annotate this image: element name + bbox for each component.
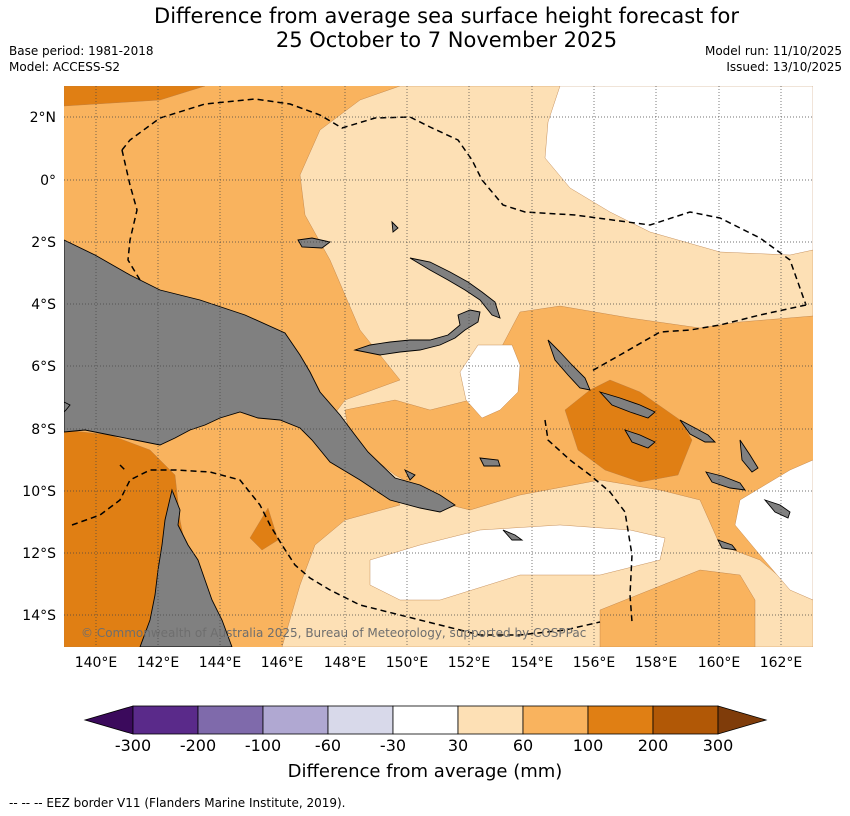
colorbar-title: Difference from average (mm) bbox=[287, 761, 563, 782]
colorbar-tick-label: 300 bbox=[702, 736, 734, 755]
lon-tick-label: 158°E bbox=[635, 655, 678, 671]
map-panel[interactable]: © Commonwealth of Australia 2025, Bureau… bbox=[64, 86, 813, 647]
lat-tick-labels: 2°N 0° 2°S 4°S 6°S 8°S 10°S 12°S 14°S bbox=[22, 110, 56, 624]
lon-tick-label: 154°E bbox=[511, 655, 554, 671]
lat-tick-label: 2°S bbox=[31, 235, 56, 251]
title-line-1: Difference from average sea surface heig… bbox=[154, 4, 739, 28]
neutral-region-southeast bbox=[734, 459, 813, 601]
colorbar-tick-label: -60 bbox=[314, 736, 342, 755]
colorbar-segment bbox=[652, 705, 719, 735]
lon-tick-label: 150°E bbox=[386, 655, 429, 671]
colorbar-segment bbox=[197, 705, 264, 735]
dentrecasteaux-land bbox=[479, 457, 501, 467]
makira-land bbox=[705, 471, 746, 491]
new-ireland-land bbox=[409, 257, 501, 319]
meta-right: Model run: 11/10/2025 Issued: 13/10/2025 bbox=[705, 43, 842, 75]
lat-tick-label: 8°S bbox=[31, 422, 56, 438]
louisiade-land bbox=[502, 529, 524, 541]
neutral-region-east bbox=[544, 86, 813, 256]
lat-tick-label: 12°S bbox=[22, 546, 56, 562]
vanuatu-north-land bbox=[739, 439, 759, 473]
anomaly-60-100-south-band bbox=[599, 569, 756, 647]
colorbar-tick-label: -30 bbox=[379, 736, 407, 755]
colorbar-segment bbox=[132, 705, 199, 735]
colorbar-segment bbox=[457, 705, 524, 735]
land-masses bbox=[64, 220, 791, 647]
colorbar-extend-min bbox=[83, 705, 134, 735]
colorbar-tick-label: 60 bbox=[512, 736, 534, 755]
colorbar-tick-label: 30 bbox=[447, 736, 469, 755]
map-title: Difference from average sea surface heig… bbox=[0, 4, 850, 52]
copyright-notice: © Commonwealth of Australia 2025, Bureau… bbox=[81, 626, 586, 640]
lon-tick-label: 142°E bbox=[137, 655, 180, 671]
meta-left: Base period: 1981-2018 Model: ACCESS-S2 bbox=[9, 43, 154, 75]
neutral-region-south bbox=[369, 524, 666, 601]
lon-tick-labels: 140°E 142°E 144°E 146°E 148°E 150°E 152°… bbox=[75, 655, 803, 671]
lat-tick-label: 2°N bbox=[30, 110, 56, 126]
colorbar-segment bbox=[587, 705, 654, 735]
model-name: Model: ACCESS-S2 bbox=[9, 60, 121, 74]
colorbar bbox=[83, 705, 768, 735]
manus-island-land bbox=[297, 237, 332, 249]
title-line-2: 25 October to 7 November 2025 bbox=[275, 28, 618, 52]
neutral-region-central bbox=[459, 344, 521, 419]
bougainville-land bbox=[547, 339, 591, 391]
new-guinea-land bbox=[64, 239, 456, 513]
colorbar-tick-label: 100 bbox=[572, 736, 604, 755]
lon-tick-label: 152°E bbox=[448, 655, 491, 671]
solomon-islands-land bbox=[598, 391, 656, 419]
lon-tick-label: 148°E bbox=[324, 655, 367, 671]
model-run: Model run: 11/10/2025 bbox=[704, 44, 842, 58]
colorbar-segment bbox=[262, 705, 329, 735]
west-papua-island-land bbox=[64, 401, 71, 413]
trobriand-land bbox=[403, 468, 416, 481]
issued-date: Issued: 13/10/2025 bbox=[726, 60, 842, 74]
rennell-land bbox=[717, 539, 738, 551]
colorbar-tick-label: -200 bbox=[179, 736, 217, 755]
colorbar-tick-label: -100 bbox=[244, 736, 282, 755]
lat-tick-label: 4°S bbox=[31, 297, 56, 313]
australia-cape-york-land bbox=[139, 488, 233, 647]
colorbar-segment bbox=[327, 705, 394, 735]
lat-tick-label: 14°S bbox=[22, 608, 56, 624]
graticule bbox=[64, 86, 813, 647]
lat-tick-label: 0° bbox=[40, 173, 56, 189]
base-period: Base period: 1981-2018 bbox=[9, 44, 154, 58]
lon-tick-label: 160°E bbox=[698, 655, 741, 671]
anomaly-100-200-region-gulf bbox=[249, 507, 279, 551]
colorbar-tick-label: -300 bbox=[114, 736, 152, 755]
eez-border bbox=[71, 98, 807, 636]
new-hanover-land bbox=[391, 220, 399, 233]
eez-footnote: -- -- -- EEZ border V11 (Flanders Marine… bbox=[9, 796, 346, 810]
lat-tick-label: 6°S bbox=[31, 359, 56, 375]
guadalcanal-land bbox=[624, 429, 656, 449]
vanuatu-south-land bbox=[763, 499, 791, 519]
lon-tick-label: 146°E bbox=[261, 655, 304, 671]
lon-tick-label: 140°E bbox=[75, 655, 118, 671]
lon-tick-label: 156°E bbox=[573, 655, 616, 671]
colorbar-segment bbox=[522, 705, 589, 735]
malaita-land bbox=[679, 419, 717, 443]
colorbar-extend-max bbox=[717, 705, 768, 735]
anomaly-100-200-region-north bbox=[64, 86, 206, 107]
lon-tick-label: 144°E bbox=[199, 655, 242, 671]
lat-tick-label: 10°S bbox=[22, 484, 56, 500]
colorbar-tick-label: 200 bbox=[637, 736, 669, 755]
new-britain-land bbox=[353, 309, 481, 356]
colorbar-segment bbox=[392, 705, 459, 735]
lon-tick-label: 162°E bbox=[760, 655, 803, 671]
